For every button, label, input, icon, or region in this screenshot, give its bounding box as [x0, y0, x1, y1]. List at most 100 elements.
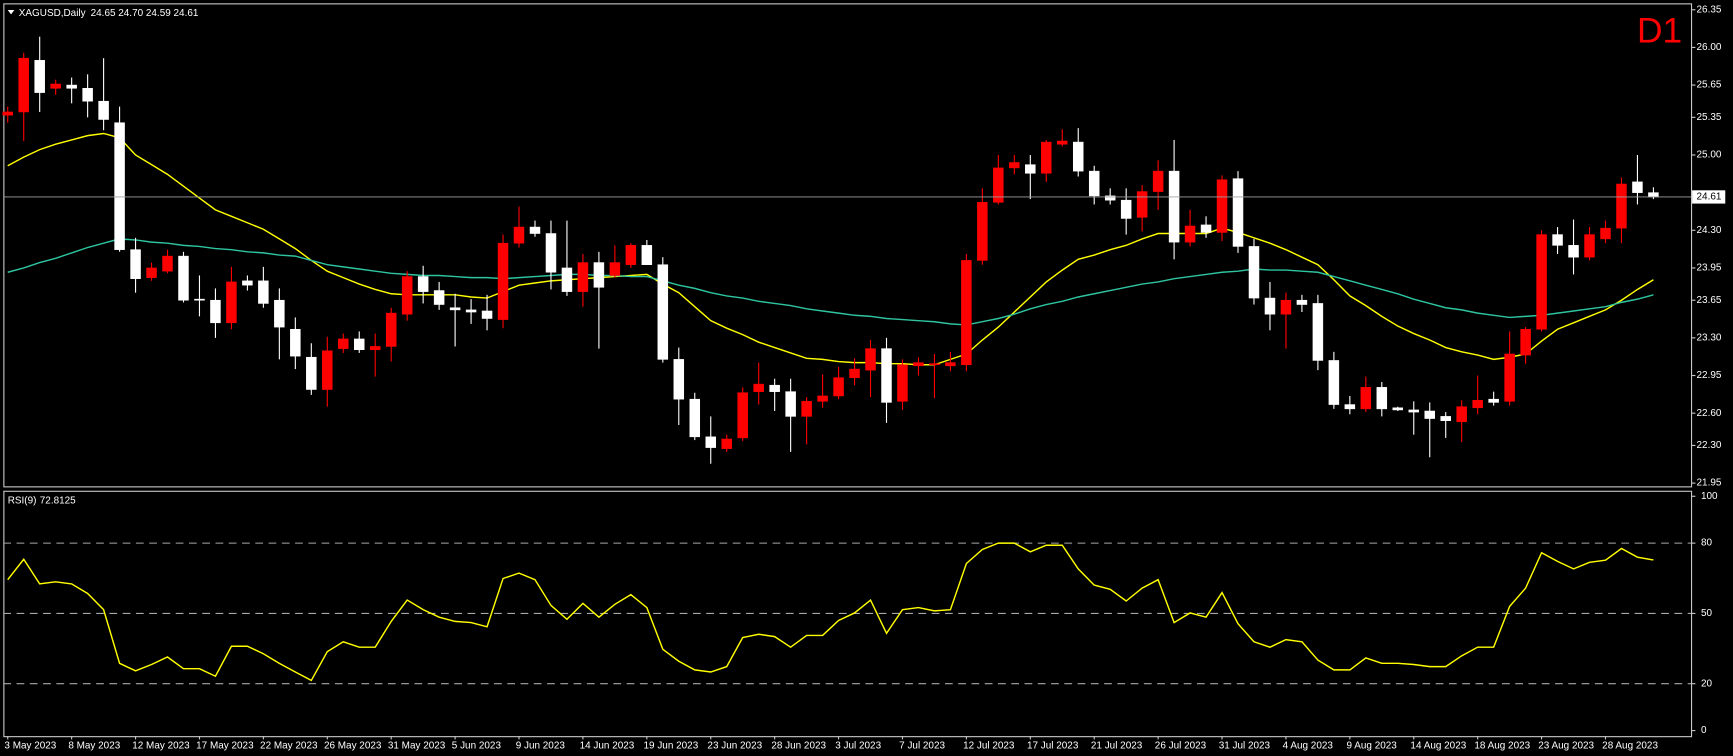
- x-tick-label: 9 Aug 2023: [1347, 741, 1398, 752]
- candle-body: [1152, 170, 1164, 192]
- y-tick-label: 0: [1701, 725, 1707, 736]
- candle-body: [66, 84, 77, 89]
- candle-body: [1025, 164, 1036, 174]
- candle-body: [1488, 398, 1499, 403]
- candle-body: [1472, 399, 1483, 409]
- y-tick-label: 26.00: [1697, 42, 1722, 53]
- x-tick-label: 7 Jul 2023: [899, 741, 945, 752]
- candle-body: [1184, 225, 1196, 243]
- rsi-line: [7, 542, 1654, 682]
- y-tick-label: 26.35: [1697, 4, 1722, 15]
- y-tick-label: 100: [1701, 491, 1718, 502]
- candle-body: [545, 233, 557, 273]
- candle-body: [753, 383, 764, 392]
- candle-body: [369, 346, 381, 350]
- y-tick-label: 22.95: [1697, 370, 1722, 381]
- candle-body: [290, 328, 301, 357]
- candle-body: [1041, 141, 1052, 174]
- candle-body: [1552, 234, 1563, 246]
- candle-body: [130, 249, 141, 279]
- x-tick-label: 19 Jun 2023: [644, 741, 699, 752]
- y-tick-label: 20: [1701, 678, 1713, 689]
- candle-body: [737, 392, 748, 439]
- candle-body: [1536, 234, 1547, 330]
- price-panel-frame: [3, 3, 1693, 488]
- candle-body: [1360, 387, 1372, 410]
- candle-body: [641, 245, 653, 265]
- candle-body: [1632, 181, 1643, 193]
- candle-body: [609, 262, 621, 276]
- candle-body: [146, 267, 157, 278]
- symbol-title: XAGUSD,Daily: [19, 8, 86, 19]
- x-tick-label: 17 May 2023: [196, 741, 254, 752]
- y-tick-label: 23.95: [1697, 263, 1722, 274]
- candle-body: [1216, 179, 1228, 233]
- candle-body: [114, 122, 125, 250]
- candle-body: [353, 338, 365, 350]
- candle-body: [1200, 224, 1212, 233]
- candle-body: [497, 242, 509, 320]
- candle-body: [306, 356, 317, 390]
- candle-body: [1312, 303, 1324, 361]
- x-tick-label: 14 Aug 2023: [1410, 741, 1466, 752]
- candle-body: [673, 359, 685, 400]
- x-tick-label: 4 Aug 2023: [1283, 741, 1334, 752]
- candle-body: [945, 362, 956, 367]
- candle-body: [977, 202, 988, 261]
- candle-body: [338, 338, 349, 349]
- candle-body: [1248, 246, 1260, 299]
- candle-body: [1088, 170, 1100, 197]
- x-tick-label: 23 Jun 2023: [707, 741, 762, 752]
- candle-body: [18, 57, 29, 113]
- candle-body: [82, 88, 93, 102]
- candle-body: [1440, 416, 1451, 421]
- y-tick-label: 25.65: [1697, 80, 1722, 91]
- candle-body: [1520, 328, 1531, 356]
- x-tick-label: 23 Aug 2023: [1538, 741, 1594, 752]
- candle-body: [1456, 406, 1467, 423]
- candle-body: [1392, 407, 1404, 411]
- y-tick-label: 21.95: [1697, 478, 1722, 489]
- candle-body: [593, 262, 605, 288]
- moving-average: [7, 238, 1654, 326]
- y-tick-label: 24.30: [1697, 225, 1722, 236]
- candle-body: [1328, 360, 1340, 405]
- candle-body: [385, 312, 397, 347]
- candle-body: [1424, 410, 1435, 419]
- x-tick-label: 8 May 2023: [68, 741, 120, 752]
- x-tick-label: 3 Jul 2023: [835, 741, 881, 752]
- candle-body: [1120, 199, 1132, 219]
- candle-body: [1376, 387, 1388, 410]
- candle-body: [929, 363, 940, 366]
- candle-body: [242, 280, 253, 286]
- candle-body: [1264, 297, 1276, 315]
- candle-body: [162, 255, 173, 272]
- candle-body: [1648, 192, 1659, 198]
- candle-body: [433, 290, 445, 305]
- x-tick-label: 31 Jul 2023: [1219, 741, 1271, 752]
- x-tick-label: 5 Jun 2023: [452, 741, 502, 752]
- candle-body: [833, 377, 844, 397]
- menu-arrow[interactable]: [7, 9, 15, 15]
- x-tick-label: 28 Aug 2023: [1602, 741, 1658, 752]
- candle-body: [1296, 299, 1308, 305]
- candle-body: [417, 276, 429, 292]
- candle-body: [401, 276, 413, 315]
- rsi-value: 72.8125: [40, 495, 76, 506]
- x-tick-label: 18 Aug 2023: [1474, 741, 1530, 752]
- x-tick-label: 12 Jul 2023: [963, 741, 1015, 752]
- candle-body: [1600, 227, 1611, 240]
- candle-body: [1072, 141, 1084, 172]
- quote: 24.65 24.70 24.59 24.61: [91, 8, 199, 19]
- candle-body: [1009, 162, 1020, 169]
- candle-body: [865, 348, 876, 371]
- candle-body: [50, 83, 61, 89]
- last-price-box: [1692, 190, 1726, 204]
- y-tick-label: 25.00: [1697, 150, 1722, 161]
- x-tick-label: 22 May 2023: [260, 741, 318, 752]
- candle-body: [1136, 191, 1148, 218]
- y-tick-label: 50: [1701, 608, 1713, 619]
- y-tick-label: 22.30: [1697, 440, 1722, 451]
